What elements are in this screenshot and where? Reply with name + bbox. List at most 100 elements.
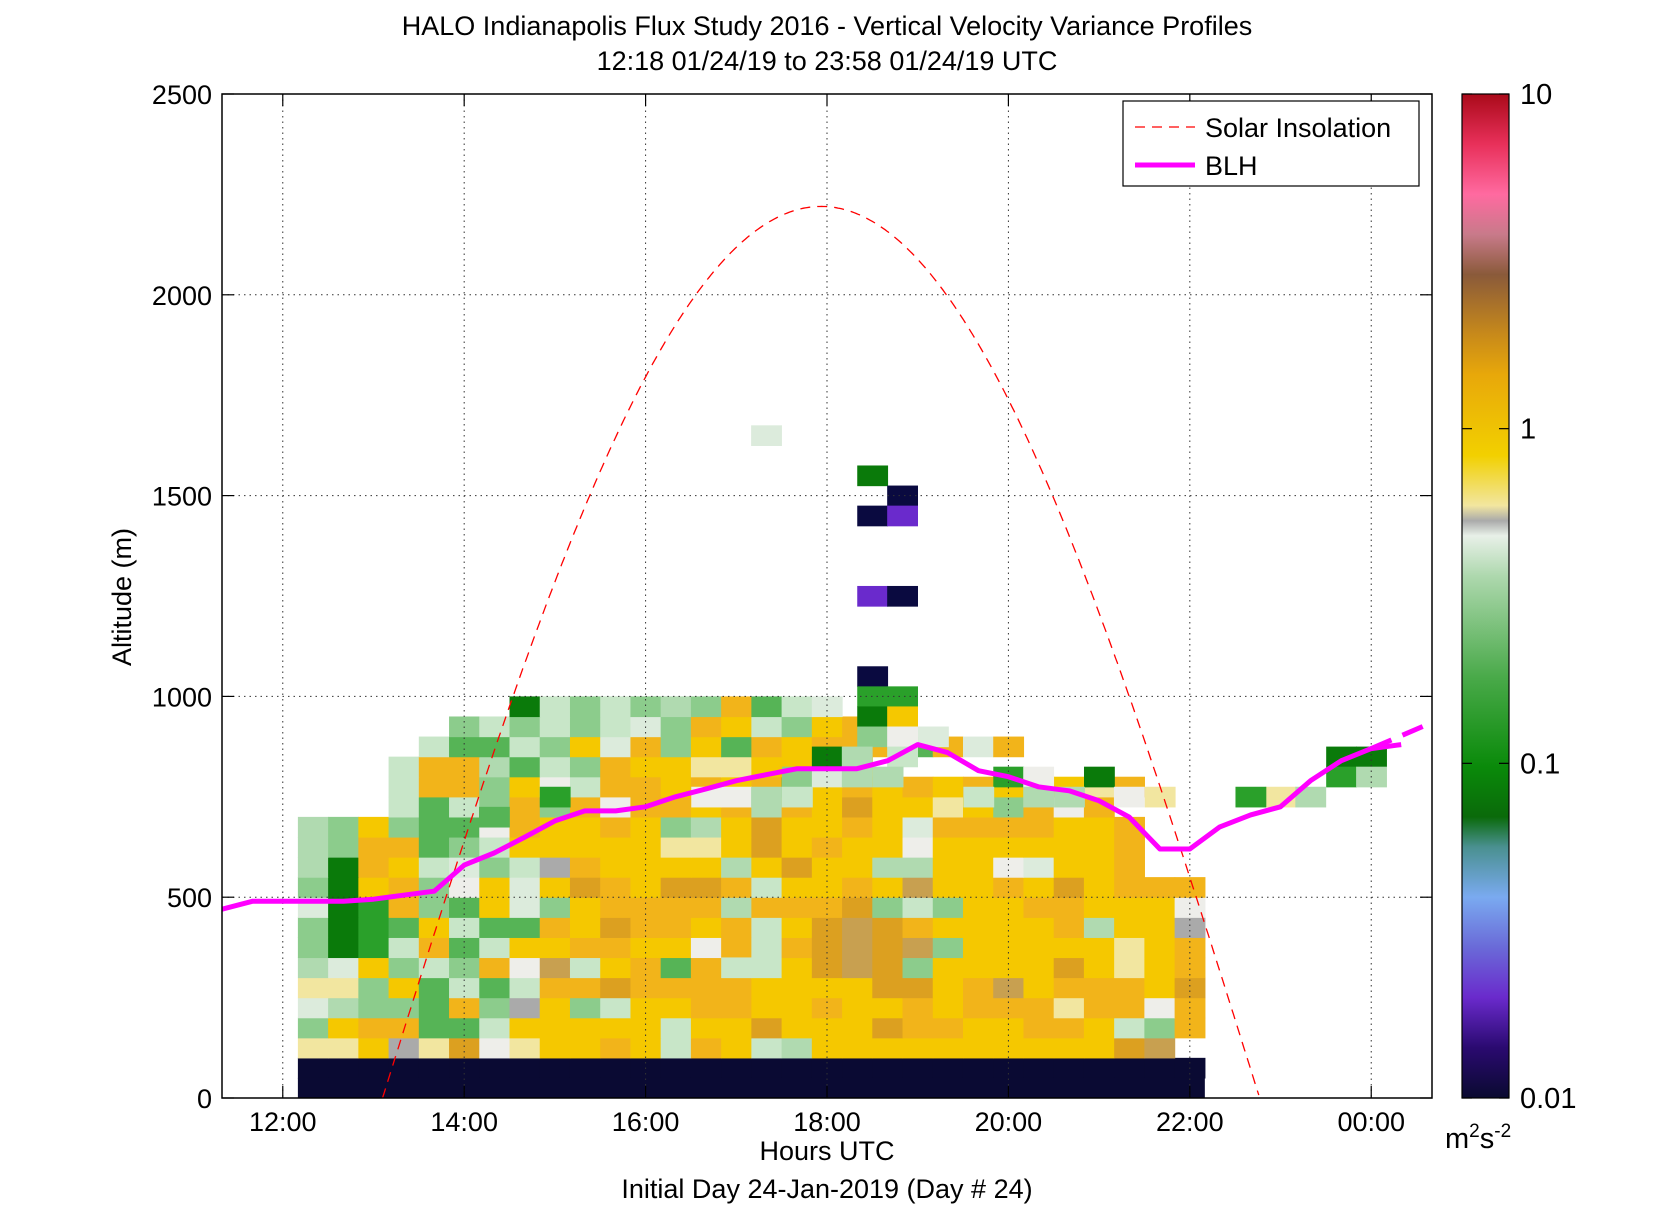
heatmap-cell [1023, 937, 1055, 959]
heatmap-cell [569, 1057, 601, 1079]
heatmap-cell [811, 836, 843, 858]
heatmap-cell [1023, 857, 1055, 878]
heatmap-cell [1174, 1017, 1206, 1039]
heatmap-cell [887, 726, 919, 748]
heatmap-cell [1023, 877, 1055, 898]
heatmap-cell [418, 796, 450, 818]
heatmap-cell [1114, 937, 1145, 959]
heatmap-cell [993, 857, 1025, 878]
heatmap-cell [721, 1017, 752, 1039]
heatmap-cell [418, 836, 450, 858]
heatmap-cell [449, 957, 480, 979]
heatmap-cell [751, 937, 783, 959]
heatmap-cell [811, 917, 843, 938]
heatmap-cell [358, 816, 390, 838]
series-lines [222, 205, 1432, 1098]
heatmap-cell [1083, 877, 1115, 898]
heatmap-cell [569, 937, 601, 959]
heatmap-cell [1114, 917, 1145, 938]
heatmap-cell [1083, 857, 1115, 878]
heatmap-cell [509, 857, 541, 878]
heatmap-cell [449, 897, 480, 918]
heatmap-cell [418, 736, 450, 758]
heatmap-cell [297, 857, 329, 878]
heatmap-cell [690, 736, 722, 758]
heatmap-cell [569, 957, 601, 979]
heatmap-cell [842, 857, 873, 878]
heatmap-cell [841, 746, 873, 768]
heatmap-cell [600, 1057, 632, 1079]
heatmap-cell [887, 485, 919, 507]
heatmap-cell [660, 1037, 692, 1059]
heatmap-cell [751, 1037, 783, 1059]
heatmap-cell [388, 957, 420, 979]
heatmap-cell [358, 836, 390, 858]
heatmap-cell [569, 1017, 601, 1039]
heatmap-cell [660, 1017, 692, 1039]
heatmap-cell [660, 857, 692, 878]
heatmap-cell [690, 937, 722, 959]
heatmap-cell [1083, 796, 1115, 818]
heatmap-cell [811, 957, 843, 979]
heatmap-cell [963, 786, 995, 808]
heatmap-cell [842, 1057, 873, 1079]
heatmap-cell [600, 776, 632, 798]
heatmap-cell [509, 917, 541, 938]
heatmap-cell [418, 1057, 450, 1079]
heatmap-cell [328, 836, 359, 858]
heatmap-cell [358, 1057, 390, 1079]
heatmap-cell [388, 836, 420, 858]
heatmap-cell [872, 1037, 904, 1059]
heatmap-cell [751, 836, 783, 858]
colorbar-gradient [1461, 93, 1510, 1099]
heatmap-cell [600, 957, 632, 979]
heatmap-cell [630, 816, 662, 838]
heatmap-cell [690, 917, 722, 938]
heatmap-cell [721, 937, 752, 959]
heatmap-cell [388, 977, 420, 999]
heatmap-cell [872, 917, 904, 938]
heatmap-cell [479, 1017, 511, 1039]
heatmap-cell [1023, 836, 1055, 858]
heatmap-cell [1053, 957, 1085, 979]
x-axis-label: Hours UTC [759, 1136, 894, 1166]
colorbar-unit: m2s-2 [1445, 1121, 1511, 1155]
heatmap-cell [1326, 746, 1358, 768]
heatmap-cell [1083, 766, 1115, 788]
heatmap-cell [539, 957, 571, 979]
heatmap-cell [1053, 897, 1085, 918]
heatmap-cell [962, 1057, 994, 1079]
heatmap-cell [811, 857, 843, 878]
heatmap-cell [993, 836, 1025, 858]
heatmap-cell [630, 977, 662, 999]
heatmap-cell [690, 957, 722, 979]
y-axis-ticks: 0 500 1000 1500 2000 2500 [152, 80, 1432, 1114]
heatmap-cell [721, 836, 752, 858]
heatmap-cell [1053, 1057, 1085, 1079]
heatmap-cell [418, 997, 450, 1019]
heatmap-cell [932, 1057, 964, 1079]
heatmap-cell [690, 716, 722, 738]
heatmap-cell [842, 997, 873, 1019]
heatmap-cell [539, 877, 571, 898]
heatmap-cell [539, 937, 571, 959]
heatmap-cell [509, 997, 541, 1019]
heatmap-cell [932, 917, 964, 938]
heatmap-cell [902, 1017, 934, 1039]
heatmap-cell [993, 917, 1025, 938]
heatmap-cell [842, 796, 873, 818]
heatmap-cell [721, 917, 752, 938]
heatmap-cell [630, 917, 662, 938]
heatmap-cell [1023, 997, 1055, 1019]
heatmap-cell [358, 937, 390, 959]
heatmap-cell [297, 877, 329, 898]
heatmap-cell [358, 997, 390, 1019]
heatmap-cell [721, 877, 752, 898]
heatmap-cell [509, 1057, 541, 1079]
heatmap-cell [660, 716, 692, 738]
heatmap-cell [1053, 917, 1085, 938]
heatmap-cell [721, 857, 752, 878]
blh-line [222, 742, 1402, 912]
heatmap-cell [781, 696, 813, 718]
